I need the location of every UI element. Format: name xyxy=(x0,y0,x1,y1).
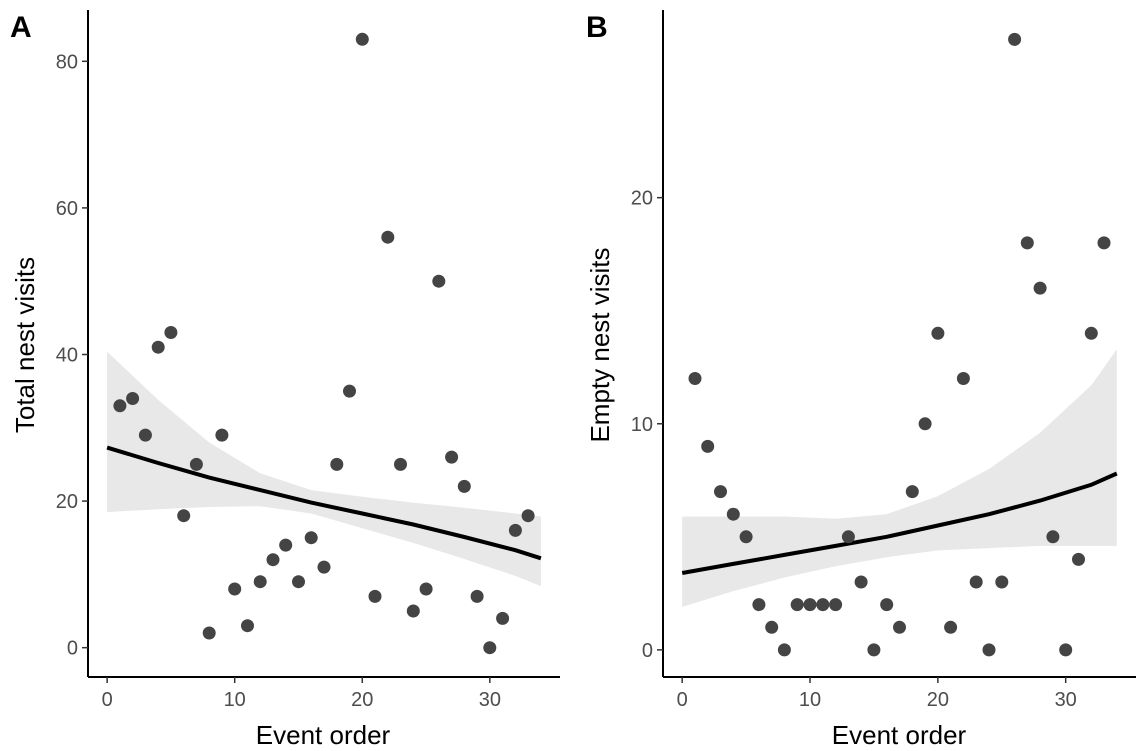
x-tick-label: 20 xyxy=(351,689,373,711)
data-point xyxy=(419,582,433,596)
data-point xyxy=(151,340,165,354)
data-point xyxy=(944,620,958,634)
data-point xyxy=(406,604,420,618)
data-point xyxy=(432,274,446,288)
data-point xyxy=(496,611,510,625)
data-point xyxy=(355,32,369,46)
panel-label: A xyxy=(10,11,32,44)
x-tick-label: 0 xyxy=(102,689,113,711)
data-point xyxy=(394,457,407,471)
x-axis-title: Event order xyxy=(256,720,391,750)
data-point xyxy=(202,626,216,640)
data-point xyxy=(726,507,740,521)
data-point xyxy=(1059,643,1073,657)
y-tick-label: 20 xyxy=(631,188,653,210)
data-point xyxy=(739,530,753,544)
data-point xyxy=(893,620,906,634)
y-tick-label: 20 xyxy=(56,491,78,513)
data-point xyxy=(790,598,804,612)
data-point xyxy=(1072,552,1085,566)
data-point xyxy=(1097,236,1111,250)
data-point xyxy=(215,428,229,442)
data-point xyxy=(189,457,203,471)
data-point xyxy=(317,560,331,574)
data-point xyxy=(138,428,152,442)
data-point xyxy=(867,643,881,657)
data-point xyxy=(343,384,356,398)
x-tick-label: 20 xyxy=(927,689,949,711)
y-tick-label: 60 xyxy=(56,198,78,220)
data-point xyxy=(1084,326,1098,340)
data-point xyxy=(470,589,484,603)
data-point xyxy=(765,620,779,634)
y-tick-label: 0 xyxy=(67,638,78,660)
data-point xyxy=(1008,32,1022,46)
x-tick-label: 30 xyxy=(1055,689,1077,711)
x-tick-label: 10 xyxy=(224,689,246,711)
data-point xyxy=(521,509,535,523)
data-point xyxy=(177,509,191,523)
panel-label: B xyxy=(586,11,608,44)
data-point xyxy=(816,598,830,612)
x-tick-label: 0 xyxy=(677,689,688,711)
data-point xyxy=(829,598,843,612)
data-point xyxy=(803,598,817,612)
y-tick-label: 0 xyxy=(642,640,653,662)
data-point xyxy=(228,582,242,596)
y-axis-title: Empty nest visits xyxy=(585,247,615,442)
data-point xyxy=(880,598,894,612)
data-point xyxy=(483,641,497,655)
fit-line xyxy=(681,471,1118,575)
data-point xyxy=(931,326,945,340)
data-point xyxy=(445,450,459,464)
panel-b: B Event order Empty nest visits 0 10 20 30 0… xyxy=(585,10,1136,750)
data-point xyxy=(777,643,791,657)
data-point xyxy=(292,575,305,589)
data-point xyxy=(995,575,1009,589)
data-point xyxy=(714,485,727,499)
data-point xyxy=(253,575,267,589)
data-point xyxy=(126,392,140,405)
y-tick-label: 10 xyxy=(631,414,653,436)
data-point xyxy=(241,619,254,633)
data-point xyxy=(841,530,855,544)
data-point xyxy=(381,230,395,244)
data-point xyxy=(905,485,919,499)
fit-line xyxy=(106,445,542,561)
y-tick-label: 40 xyxy=(56,344,78,366)
data-point xyxy=(508,523,522,537)
data-point xyxy=(982,643,996,657)
data-point xyxy=(1046,530,1060,544)
data-point xyxy=(164,326,178,339)
confidence-band xyxy=(682,349,1117,607)
data-point xyxy=(752,598,766,612)
y-axis-title: Total nest visits xyxy=(10,257,40,433)
data-point xyxy=(701,439,715,453)
data-point xyxy=(688,372,702,385)
x-tick-label: 30 xyxy=(479,689,501,711)
y-tick-label: 80 xyxy=(56,51,78,73)
data-point xyxy=(266,553,280,567)
data-point xyxy=(1033,281,1047,295)
data-point xyxy=(368,589,382,603)
data-point xyxy=(854,575,868,589)
data-point xyxy=(969,575,983,589)
x-tick-label: 10 xyxy=(799,689,821,711)
panel-a: A Event order Total nest visits 0 10 20 30 0… xyxy=(10,10,560,750)
data-point xyxy=(457,479,471,493)
data-point xyxy=(956,372,970,385)
data-point xyxy=(918,417,932,431)
data-point xyxy=(304,531,318,545)
data-point xyxy=(330,457,344,471)
x-axis-title: Event order xyxy=(832,720,967,750)
data-point xyxy=(1020,236,1034,250)
data-point xyxy=(113,399,127,413)
data-point xyxy=(279,538,293,552)
